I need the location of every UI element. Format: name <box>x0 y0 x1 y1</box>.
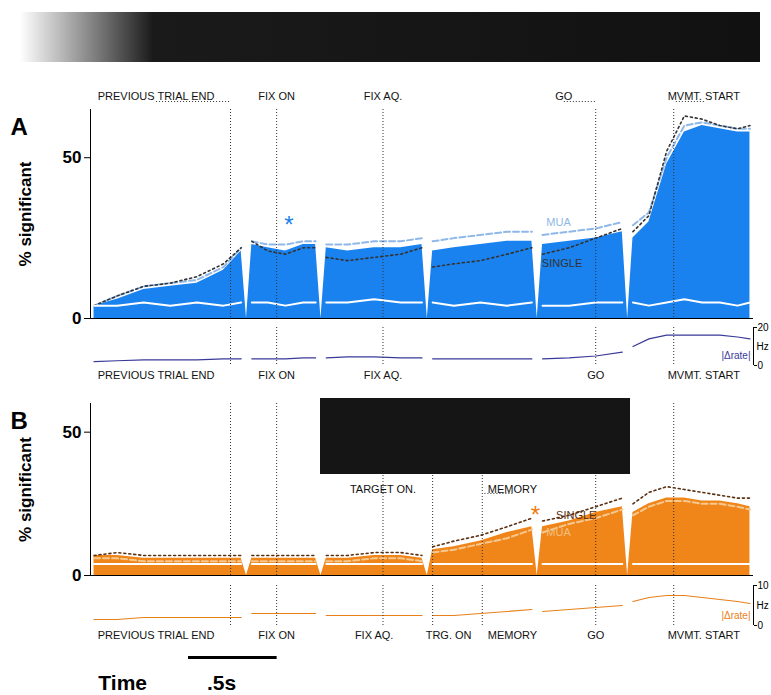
svg-text:Hz: Hz <box>757 341 769 352</box>
svg-text:GO: GO <box>587 629 605 641</box>
svg-text:PREVIOUS TRIAL END: PREVIOUS TRIAL END <box>98 629 215 641</box>
svg-text:SINGLE: SINGLE <box>542 257 582 269</box>
svg-text:0: 0 <box>758 360 764 371</box>
svg-text:*: * <box>531 501 540 528</box>
svg-text:FIX AQ.: FIX AQ. <box>355 629 394 641</box>
svg-text:*: * <box>284 211 293 238</box>
svg-text:% significant: % significant <box>16 161 35 266</box>
svg-text:PREVIOUS TRIAL END: PREVIOUS TRIAL END <box>98 369 215 381</box>
svg-text:B: B <box>11 407 28 434</box>
svg-text:0: 0 <box>72 309 81 328</box>
svg-text:TARGET ON.: TARGET ON. <box>350 483 416 495</box>
svg-text:FIX ON: FIX ON <box>258 629 295 641</box>
svg-text:Time: Time <box>98 671 147 694</box>
svg-text:MEMORY: MEMORY <box>488 483 538 495</box>
svg-text:0: 0 <box>758 620 764 631</box>
svg-text:MUA: MUA <box>546 526 571 538</box>
svg-text:50: 50 <box>63 148 82 167</box>
svg-text:10: 10 <box>758 580 770 591</box>
svg-text:FIX ON: FIX ON <box>258 90 295 102</box>
svg-text:FIX AQ.: FIX AQ. <box>364 369 403 381</box>
svg-text:.5s: .5s <box>207 671 236 694</box>
svg-text:TRG. ON: TRG. ON <box>426 629 472 641</box>
svg-text:MVMT. START: MVMT. START <box>668 90 741 102</box>
svg-text:Hz: Hz <box>757 600 769 611</box>
svg-text:MUA: MUA <box>546 216 571 228</box>
svg-text:MVMT. START: MVMT. START <box>668 369 741 381</box>
svg-text:FIX ON: FIX ON <box>258 369 295 381</box>
svg-text:20: 20 <box>758 322 770 333</box>
svg-text:|Δrate|: |Δrate| <box>721 350 750 361</box>
svg-text:50: 50 <box>63 423 82 442</box>
svg-text:0: 0 <box>72 566 81 585</box>
svg-text:A: A <box>11 113 28 140</box>
svg-text:GO: GO <box>555 90 573 102</box>
svg-text:MVMT. START: MVMT. START <box>668 629 741 641</box>
svg-text:GO: GO <box>587 369 605 381</box>
svg-text:|Δrate|: |Δrate| <box>721 610 750 621</box>
svg-text:FIX AQ.: FIX AQ. <box>364 90 403 102</box>
svg-text:MEMORY: MEMORY <box>488 629 538 641</box>
svg-text:SINGLE: SINGLE <box>556 509 596 521</box>
svg-text:PREVIOUS TRIAL END: PREVIOUS TRIAL END <box>98 90 215 102</box>
svg-text:% significant: % significant <box>16 437 35 542</box>
